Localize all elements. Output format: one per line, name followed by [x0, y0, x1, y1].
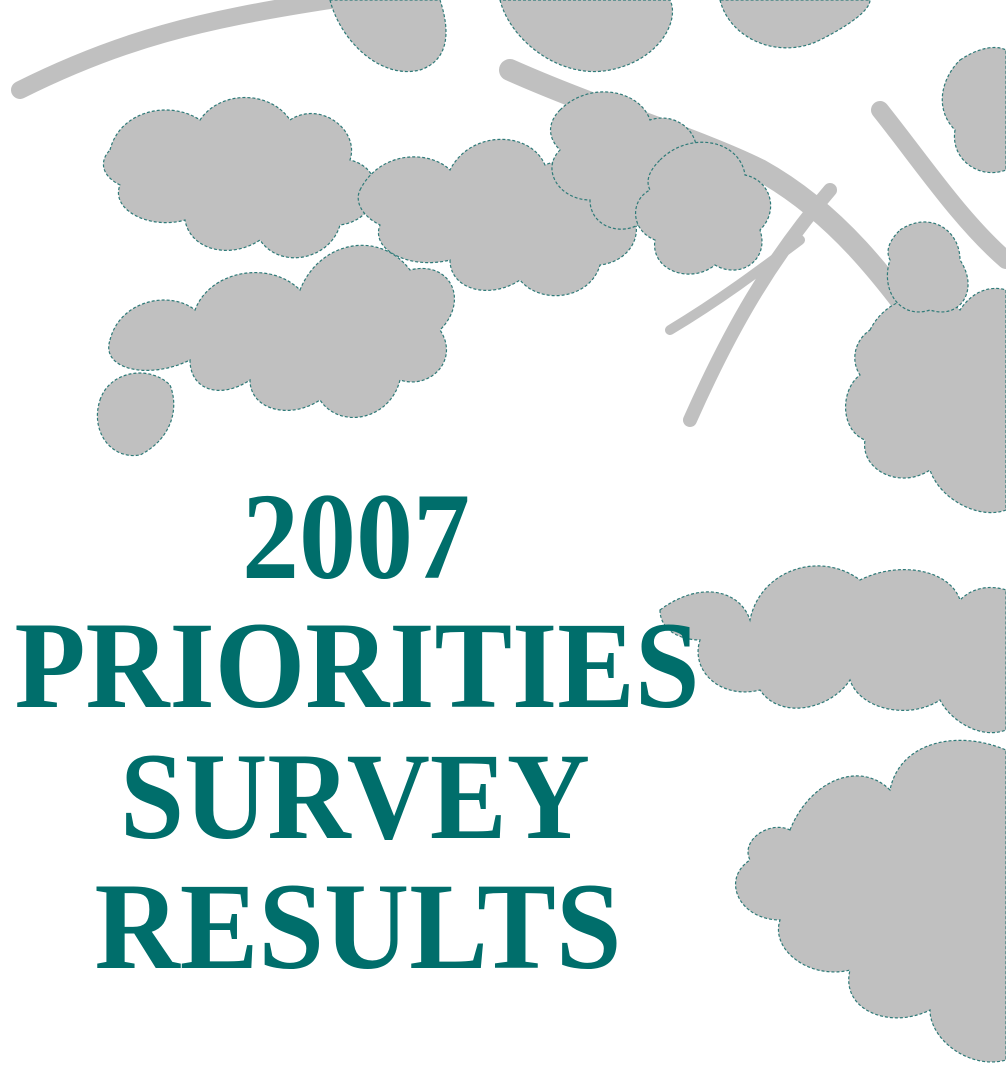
- title-line: 2007: [242, 468, 470, 605]
- title-line: SURVEY: [120, 728, 590, 865]
- title-line: RESULTS: [95, 858, 622, 995]
- title-line: PRIORITIES: [15, 597, 700, 734]
- leaf-decoration: [11, 0, 1006, 1063]
